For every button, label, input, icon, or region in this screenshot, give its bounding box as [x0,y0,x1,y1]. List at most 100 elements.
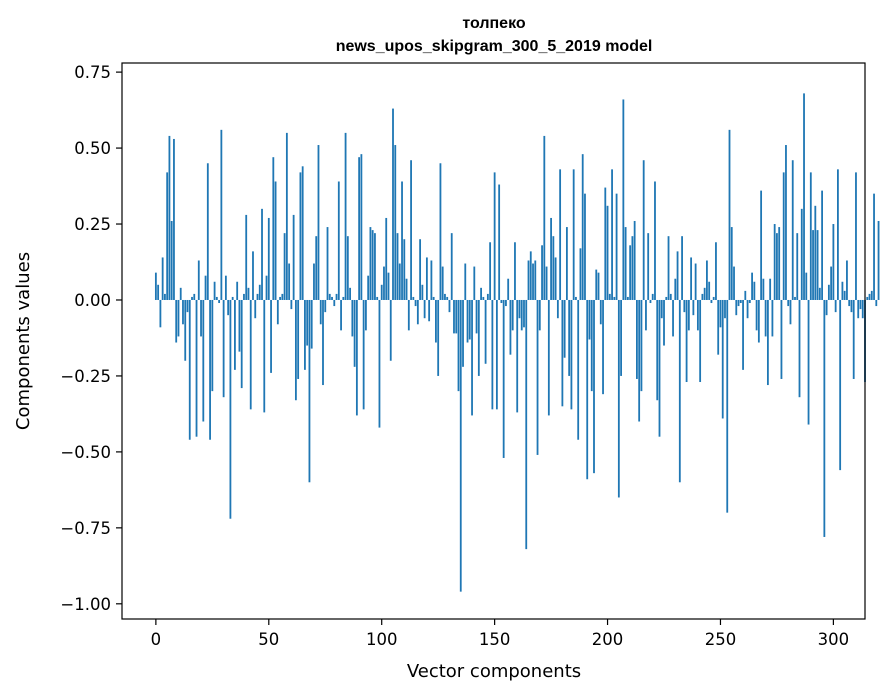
bar-77 [328,293,331,300]
bar-247 [712,296,715,300]
plot-frame [121,62,866,620]
bar-27 [215,296,218,300]
bar-225 [663,299,665,346]
bar-143 [477,299,480,376]
bar-90 [358,157,361,300]
bar-61 [292,214,295,300]
bar-125 [437,299,440,376]
bar-25 [211,299,214,392]
bar-42 [249,299,252,410]
bar-67 [306,299,309,346]
bar-279 [785,145,787,300]
y-tick-label: −0.25 [60,367,111,386]
x-tick-label: 100 [366,630,398,649]
bar-313 [861,299,864,319]
bar-263 [748,299,751,304]
bar-44 [254,299,257,319]
bar-130 [448,299,451,313]
bar-20 [200,299,202,337]
bar-233 [681,236,683,300]
bar-163 [523,299,525,328]
bar-220 [651,293,654,300]
x-tick-label: 0 [151,630,162,649]
bar-178 [556,299,559,319]
bar-21 [202,299,205,422]
bar-123 [432,296,435,300]
bar-170 [538,299,541,331]
bar-264 [751,272,753,300]
bar-55 [279,296,281,300]
bar-185 [572,169,575,300]
bar-135 [459,299,462,592]
bar-129 [446,296,449,300]
bar-274 [773,224,776,300]
bar-210 [629,245,632,300]
bar-304 [841,281,844,300]
bar-165 [527,260,530,300]
bar-70 [313,263,315,300]
bar-253 [726,299,729,513]
bar-51 [270,299,272,373]
chart-title-line1: толпеко [462,15,526,32]
bar-110 [403,239,406,300]
bar-60 [290,299,293,310]
bar-153 [500,299,503,304]
bar-104 [389,299,392,361]
bar-47 [261,208,263,300]
bar-224 [660,299,663,319]
bar-188 [579,248,582,300]
bar-119 [423,299,426,319]
bar-23 [206,163,209,300]
bar-292 [814,205,817,300]
bar-1 [157,284,160,300]
bar-11 [179,287,182,300]
bar-127 [441,266,444,300]
bar-112 [407,299,410,331]
bar-283 [794,296,796,300]
y-tick-label: 0.00 [74,291,111,310]
bar-173 [545,266,548,300]
bar-282 [791,160,794,300]
bar-206 [620,299,622,376]
bar-100 [380,284,383,300]
bar-226 [665,296,668,300]
bar-114 [412,296,415,300]
bar-214 [638,299,641,422]
bar-297 [825,299,828,316]
bar-245 [708,281,711,300]
bar-108 [398,263,401,300]
bar-216 [642,160,645,300]
bar-120 [425,257,428,300]
bar-215 [640,299,643,392]
bar-316 [868,293,871,300]
bar-232 [678,299,681,483]
y-tick-label: 0.75 [74,63,111,82]
bar-117 [419,239,422,300]
bar-5 [166,172,169,300]
bar-150 [493,172,496,300]
bar-320 [877,220,880,300]
bar-152 [498,184,501,300]
bar-148 [489,242,492,300]
bar-160 [516,299,519,413]
bar-45 [256,293,259,300]
bar-182 [565,227,568,300]
bar-260 [742,299,744,370]
bar-34 [231,296,234,300]
bar-288 [805,272,808,300]
bar-37 [238,299,241,352]
bar-267 [757,299,760,343]
x-tick-label: 250 [705,630,737,649]
bar-65 [301,166,304,300]
bar-144 [480,287,482,300]
bar-76 [326,227,329,300]
bar-59 [288,263,291,300]
bar-164 [525,299,528,550]
bar-121 [428,299,431,322]
bar-302 [837,169,839,300]
bar-275 [776,233,778,300]
bar-254 [728,129,731,300]
bar-289 [807,299,810,425]
bar-237 [690,257,693,300]
bar-213 [636,299,638,379]
